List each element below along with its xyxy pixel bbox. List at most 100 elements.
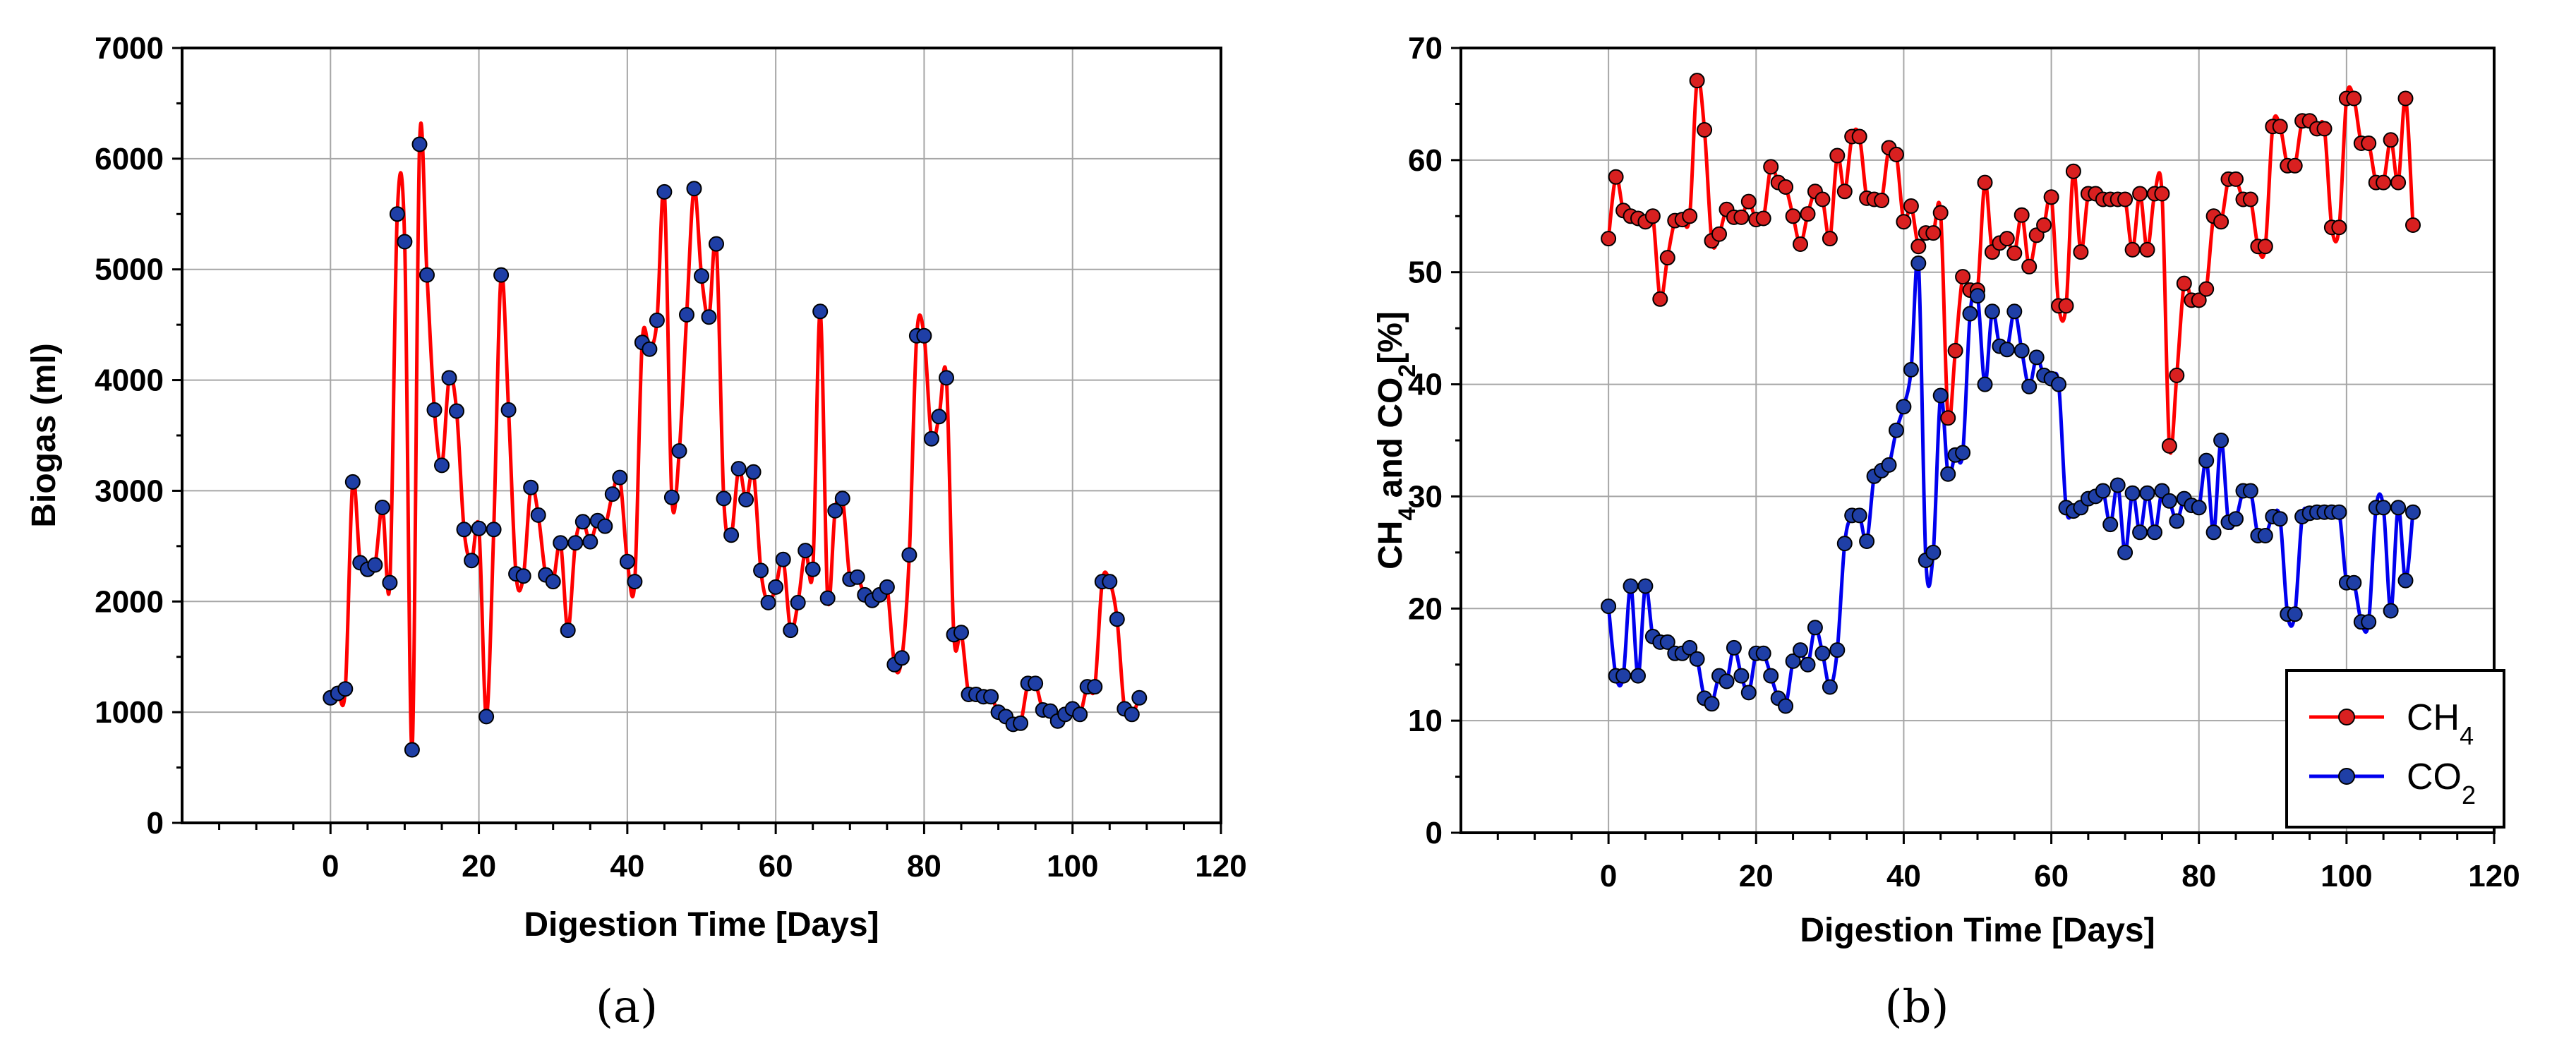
- chart-b-point-ch4: [1903, 198, 1919, 214]
- chart-b-point-co2: [2383, 603, 2399, 619]
- chart-a-point-biogas: [560, 622, 576, 639]
- chart-b-point-co2: [1659, 634, 1675, 650]
- chart-b-y-tick-label: 50: [1408, 255, 1443, 290]
- chart-b-point-ch4: [2383, 132, 2399, 148]
- chart-a-point-biogas: [642, 341, 658, 357]
- chart-b-point-ch4: [1755, 210, 1771, 227]
- chart-b-point-ch4: [1778, 179, 1794, 195]
- chart-b-point-ch4: [2257, 239, 2273, 255]
- legend-swatch-co2-marker: [2338, 768, 2355, 785]
- chart-b-point-co2: [1977, 376, 1993, 392]
- chart-b-point-co2: [1999, 342, 2015, 358]
- chart-b-y-tick-label: 30: [1408, 479, 1443, 514]
- chart-a-point-biogas: [545, 574, 561, 590]
- chart-a-point-biogas: [486, 522, 502, 538]
- chart-a-point-biogas: [389, 206, 405, 222]
- chart-b-point-ch4: [2405, 217, 2421, 233]
- chart-b-point-ch4: [2287, 157, 2303, 174]
- chart-a-point-biogas: [419, 267, 435, 283]
- chart-b-point-ch4: [2346, 90, 2362, 107]
- chart-b-point-co2: [1630, 668, 1646, 684]
- chart-a-y-tick-label: 3000: [95, 474, 164, 508]
- chart-a-minor-ticks: [172, 47, 1222, 834]
- chart-b-point-co2: [1637, 578, 1654, 594]
- chart-b-point-co2: [2361, 614, 2377, 630]
- chart-b-point-co2: [2051, 376, 2066, 392]
- chart-a-point-biogas: [426, 402, 443, 418]
- chart-b-point-ch4: [1932, 205, 1949, 221]
- chart-b-point-co2: [2198, 452, 2215, 469]
- chart-b-point-ch4: [1763, 159, 1779, 175]
- chart-a-panel-label: (a): [596, 981, 658, 1033]
- chart-b-point-co2: [2213, 433, 2229, 448]
- chart-b-x-tick-label: 40: [1886, 859, 1921, 893]
- chart-b-point-co2: [2021, 378, 2038, 395]
- chart-a-point-biogas: [344, 474, 361, 490]
- chart-b-markers: [1601, 73, 2421, 714]
- chart-b-point-ch4: [1652, 291, 1668, 307]
- chart-a-point-biogas: [805, 561, 821, 577]
- chart-a-y-tick-label: 4000: [95, 363, 164, 398]
- chart-b-y-tick-label: 20: [1408, 591, 1443, 626]
- chart-b-point-ch4: [1896, 214, 1912, 230]
- chart-a-point-biogas: [367, 557, 383, 573]
- chart-a-point-biogas: [939, 370, 954, 386]
- chart-b-point-co2: [1704, 696, 1720, 712]
- chart-b-point-co2: [1719, 673, 1735, 689]
- chart-a-point-biogas: [709, 236, 724, 252]
- chart-a-point-biogas: [671, 443, 687, 459]
- chart-b-point-co2: [2397, 572, 2414, 589]
- chart-b-point-ch4: [2390, 174, 2407, 191]
- chart-b-point-co2: [2191, 500, 2207, 516]
- chart-a-y-tick-label: 2000: [95, 584, 164, 619]
- chart-b-point-co2: [2205, 524, 2222, 541]
- chart-b-point-ch4: [1851, 128, 1867, 145]
- chart-b-point-ch4: [2139, 241, 2155, 258]
- chart-b-point-co2: [1726, 639, 1742, 656]
- chart-a-point-biogas: [901, 547, 917, 563]
- chart-b-point-co2: [2147, 524, 2162, 541]
- chart-a-markers: [323, 136, 1148, 758]
- chart-b-point-ch4: [1800, 206, 1816, 222]
- legend-box: [2285, 669, 2505, 829]
- chart-a-point-biogas: [374, 500, 390, 515]
- chart-b-point-ch4: [1682, 208, 1698, 224]
- chart-b-panel-label: (b): [1885, 981, 1949, 1033]
- chart-a-x-tick-label: 100: [1047, 849, 1098, 884]
- chart-b-point-co2: [1925, 544, 1942, 560]
- chart-a-point-biogas: [931, 409, 947, 425]
- legend-entry-co2: CO2: [2309, 757, 2476, 809]
- chart-b-point-co2: [1778, 698, 1794, 714]
- chart-a-x-tick-label: 80: [907, 849, 941, 884]
- chart-a-point-biogas: [656, 183, 673, 200]
- chart-a-point-biogas: [404, 742, 420, 758]
- chart-a-point-biogas: [834, 490, 850, 507]
- chart-b-point-co2: [2109, 477, 2126, 493]
- chart-b-point-co2: [2346, 574, 2362, 591]
- chart-a-point-biogas: [441, 370, 457, 386]
- chart-b-point-co2: [1682, 639, 1698, 656]
- chart-b-y-tick-labels: 0 10 20 30 40 50 60 70: [1408, 31, 1443, 850]
- chart-b-point-ch4: [2058, 298, 2074, 314]
- chart-b-point-co2: [1896, 399, 1912, 415]
- chart-b-point-co2: [1623, 578, 1639, 594]
- chart-b-point-ch4: [2117, 191, 2133, 207]
- chart-a-y-axis-label: Biogas (ml): [25, 343, 63, 527]
- chart-a-y-tick-label: 1000: [95, 695, 164, 730]
- chart-a-point-biogas: [916, 327, 932, 344]
- chart-b-x-tick-label: 80: [2181, 859, 2216, 893]
- chart-a-series-line-biogas: [329, 121, 1141, 752]
- chart-b-y-tick-label: 10: [1408, 704, 1443, 738]
- chart-b-point-co2: [1800, 656, 1816, 673]
- chart-b-point-co2: [2102, 517, 2119, 533]
- chart-a-point-biogas: [434, 457, 450, 474]
- chart-a-point-biogas: [679, 307, 694, 323]
- chart-a-point-biogas: [604, 486, 620, 502]
- chart-b-point-co2: [1785, 653, 1801, 669]
- chart-b-point-co2: [1851, 507, 1867, 524]
- chart-b-point-ch4: [2272, 119, 2288, 135]
- chart-b-point-ch4: [1925, 225, 1942, 241]
- chart-b-point-co2: [1940, 466, 1956, 482]
- chart-b-point-ch4: [2198, 281, 2215, 297]
- chart-b-point-co2: [1932, 387, 1949, 404]
